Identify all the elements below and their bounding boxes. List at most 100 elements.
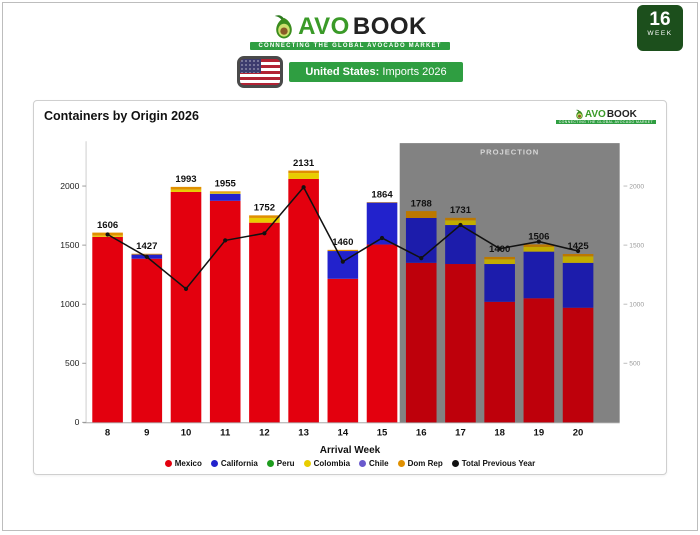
previous-year-marker xyxy=(105,232,109,236)
bar-total-label: 1955 xyxy=(215,179,237,190)
card-logo-book-text: BOOK xyxy=(607,109,637,120)
bar-segment-dom-rep xyxy=(249,215,280,218)
bar-segment-california xyxy=(210,194,241,201)
legend-item-peru[interactable]: Peru xyxy=(267,459,295,468)
legend-dot xyxy=(304,460,311,467)
x-tick-label: 16 xyxy=(416,428,427,439)
y-tick-label: 1500 xyxy=(60,240,79,250)
bar-segment-mexico xyxy=(210,201,241,423)
bar-total-label: 1864 xyxy=(371,189,393,200)
previous-year-marker xyxy=(458,223,462,227)
legend-label: California xyxy=(221,459,258,468)
card-logo-avo-text: AVO xyxy=(585,109,606,120)
bar-segment-colombia xyxy=(210,193,241,194)
card-logo-tagline: CONNECTING THE GLOBAL AVOCADO MARKET xyxy=(556,120,656,124)
logo-avo-text: AVO xyxy=(298,13,350,41)
bar-total-label: 1731 xyxy=(450,205,472,216)
legend-dot xyxy=(452,460,459,467)
week-badge: 16 WEEK xyxy=(637,5,683,51)
previous-year-marker xyxy=(380,236,384,240)
x-tick-label: 14 xyxy=(338,428,349,439)
y-tick-label: 0 xyxy=(75,417,80,427)
legend-label: Colombia xyxy=(314,459,350,468)
banner-country: United States: xyxy=(305,66,379,78)
bar-segment-dom-rep xyxy=(171,187,202,190)
x-tick-label: 18 xyxy=(494,428,505,439)
bar-total-label: 2131 xyxy=(293,158,315,169)
previous-year-marker xyxy=(341,260,345,264)
logo-tagline: CONNECTING THE GLOBAL AVOCADO MARKET xyxy=(250,42,449,50)
right-tick-label: 1500 xyxy=(629,243,644,250)
avocado-icon-small xyxy=(575,109,584,120)
avocado-icon xyxy=(273,14,295,40)
legend-item-mexico[interactable]: Mexico xyxy=(165,459,202,468)
bar-segment-mexico xyxy=(92,237,123,422)
x-tick-label: 19 xyxy=(534,428,545,439)
previous-year-marker xyxy=(223,238,227,242)
previous-year-marker xyxy=(419,256,423,260)
y-tick-label: 500 xyxy=(65,358,80,368)
legend-item-chile[interactable]: Chile xyxy=(359,459,389,468)
bar-total-label: 1427 xyxy=(136,241,157,252)
x-tick-label: 12 xyxy=(259,428,270,439)
week-label: WEEK xyxy=(637,30,683,37)
x-tick-label: 17 xyxy=(455,428,466,439)
right-tick-label: 500 xyxy=(629,361,640,368)
bar-segment-colombia xyxy=(288,173,319,179)
bar-total-label: 1788 xyxy=(411,198,433,209)
bar-segment-dom-rep xyxy=(288,171,319,173)
bar-segment-dom-rep xyxy=(131,254,162,255)
legend-dot xyxy=(359,460,366,467)
legend-item-total-previous-year[interactable]: Total Previous Year xyxy=(452,459,536,468)
bar-segment-mexico xyxy=(288,179,319,422)
legend-label: Peru xyxy=(277,459,295,468)
x-tick-label: 13 xyxy=(298,428,309,439)
legend-item-california[interactable]: California xyxy=(211,459,258,468)
country-banner: United States: Imports 2026 xyxy=(289,62,462,82)
flag-canton xyxy=(240,59,261,73)
right-tick-label: 2000 xyxy=(629,183,644,190)
legend-dot xyxy=(211,460,218,467)
bar-segment-colombia xyxy=(171,190,202,192)
week-number: 16 xyxy=(637,10,683,30)
chart-svg: PROJECTION050010001500200016061427199319… xyxy=(44,124,656,445)
x-tick-label: 8 xyxy=(105,428,111,439)
x-tick-label: 10 xyxy=(181,428,192,439)
chart-legend: Mexico California Peru Colombia Chile Dom Rep… xyxy=(44,459,656,468)
legend-label: Dom Rep xyxy=(408,459,443,468)
x-tick-label: 15 xyxy=(377,428,388,439)
bar-segment-dom-rep xyxy=(328,250,359,251)
bar-total-label: 1460 xyxy=(332,237,353,248)
banner-row: United States: Imports 2026 xyxy=(3,56,697,88)
previous-year-marker xyxy=(184,287,188,291)
x-tick-label: 11 xyxy=(220,428,231,439)
legend-label: Total Previous Year xyxy=(462,459,536,468)
bar-total-label: 1993 xyxy=(175,174,196,185)
legend-dot xyxy=(267,460,274,467)
projection-overlay xyxy=(400,143,620,422)
bar-total-label: 1425 xyxy=(567,241,589,252)
bar-segment-mexico xyxy=(249,223,280,423)
x-tick-label: 20 xyxy=(573,428,584,439)
previous-year-marker xyxy=(302,185,306,189)
bar-total-label: 1400 xyxy=(489,244,510,255)
previous-year-marker xyxy=(262,231,266,235)
legend-item-dom-rep[interactable]: Dom Rep xyxy=(398,459,443,468)
right-tick-label: 1000 xyxy=(629,302,644,309)
y-tick-label: 2000 xyxy=(60,181,79,191)
bar-segment-dom-rep xyxy=(210,191,241,192)
bar-segment-mexico xyxy=(171,192,202,422)
logo-book-text: BOOK xyxy=(353,13,427,41)
bar-total-label: 1752 xyxy=(254,203,275,214)
us-flag-icon xyxy=(237,56,283,88)
legend-label: Mexico xyxy=(175,459,202,468)
legend-item-colombia[interactable]: Colombia xyxy=(304,459,350,468)
x-tick-label: 9 xyxy=(144,428,149,439)
chart-title: Containers by Origin 2026 xyxy=(44,109,199,123)
x-axis-title: Arrival Week xyxy=(44,445,656,456)
